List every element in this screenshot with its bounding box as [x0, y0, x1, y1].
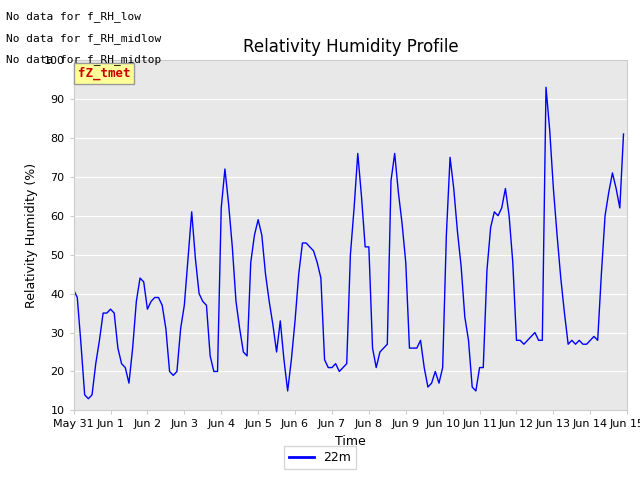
Text: No data for f_RH_low: No data for f_RH_low — [6, 11, 141, 22]
Title: Relativity Humidity Profile: Relativity Humidity Profile — [243, 37, 458, 56]
Text: fZ_tmet: fZ_tmet — [78, 67, 131, 80]
Legend: 22m: 22m — [284, 446, 356, 469]
Text: No data for f_RH_midlow: No data for f_RH_midlow — [6, 33, 162, 44]
X-axis label: Time: Time — [335, 435, 366, 448]
Y-axis label: Relativity Humidity (%): Relativity Humidity (%) — [25, 163, 38, 308]
Text: No data for f_RH_midtop: No data for f_RH_midtop — [6, 54, 162, 65]
